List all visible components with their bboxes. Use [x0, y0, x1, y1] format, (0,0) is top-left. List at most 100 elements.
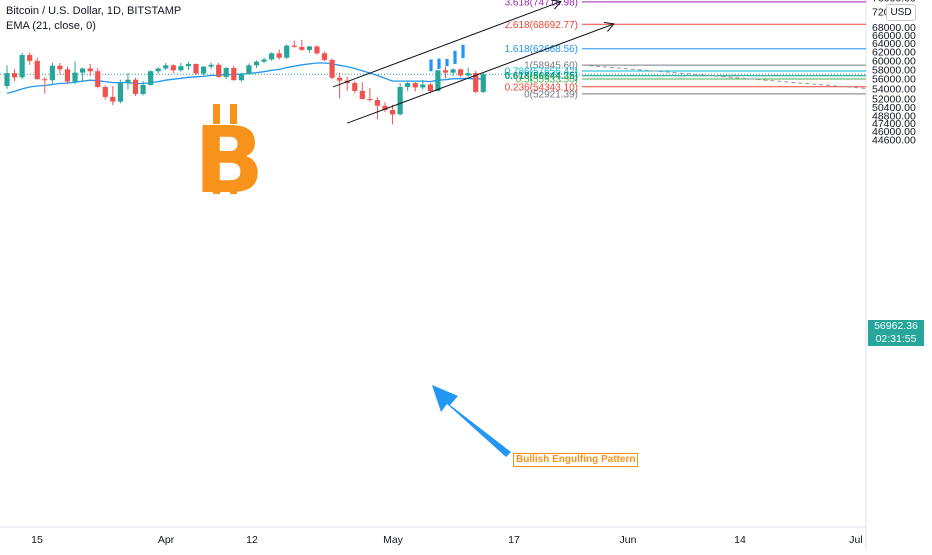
fib-level-label: 1.618(62668.56): [505, 44, 578, 55]
candle-up: [223, 68, 229, 77]
candle-up: [450, 69, 456, 73]
candle-down: [87, 68, 93, 72]
projection-bar: [445, 59, 449, 67]
candle-down: [95, 71, 101, 87]
candle-down: [473, 73, 479, 92]
price-tick-label: 64000.00: [872, 38, 916, 50]
candle-up: [435, 70, 441, 91]
candle-up: [480, 74, 486, 92]
candle-down: [352, 83, 358, 91]
candle-down: [34, 60, 40, 80]
ema-line: [6, 62, 484, 95]
price-tick-label: 62000.00: [872, 47, 916, 59]
fib-connector-line: [549, 68, 573, 94]
price-tick-label: 50400.00: [872, 102, 916, 114]
candle-down: [382, 105, 388, 111]
candle-down: [102, 86, 108, 97]
candle-up: [155, 68, 161, 72]
candle-up: [253, 61, 260, 66]
candle-up: [125, 79, 131, 84]
candle-up: [148, 71, 154, 86]
candle-down: [64, 69, 71, 82]
candle-up: [185, 63, 192, 67]
price-tick-label: 47400.00: [872, 118, 916, 130]
candle-down: [42, 79, 48, 81]
candle-up: [4, 73, 10, 86]
fib-level-label: 1(58945.60): [524, 61, 578, 72]
price-tick-label: 54000.00: [872, 83, 916, 95]
indicator-legend: EMA (21, close, 0): [6, 20, 96, 32]
time-tick-label: May: [383, 534, 404, 546]
symbol-title: Bitcoin / U.S. Dollar, 1D, BITSTAMP: [6, 5, 182, 17]
candle-up: [80, 68, 86, 73]
last-price-value: 56962.36: [874, 320, 918, 332]
fib-level-label: 0.786(57656.42): [505, 66, 578, 77]
candle-up: [397, 86, 403, 115]
time-tick-label: 15: [31, 534, 43, 546]
candle-down: [216, 64, 222, 77]
channel-upper-line: [332, 2, 560, 88]
time-tick-label: 14: [734, 534, 746, 546]
fib-level-label: 0.5(55933.50): [516, 75, 578, 86]
price-tick-label: 44600.00: [872, 134, 916, 146]
candle-down: [412, 83, 418, 88]
price-tick-label: 76000.00: [872, 0, 916, 4]
candle-down: [276, 53, 282, 58]
candle-down: [458, 69, 464, 76]
candle-up: [72, 72, 78, 82]
candle-down: [367, 99, 373, 101]
time-tick-label: Apr: [158, 534, 175, 546]
price-tick-label: 58000.00: [872, 64, 916, 76]
candle-up: [117, 83, 123, 102]
candle-up: [284, 45, 290, 58]
candle-down: [299, 46, 305, 50]
candle-down: [110, 96, 116, 102]
candle-up: [261, 59, 267, 62]
candle-down: [57, 65, 63, 70]
price-tick-label: 56000.00: [872, 74, 916, 86]
bitcoin-logo-stroke-top-left: [213, 104, 220, 124]
candle-up: [208, 64, 214, 67]
last-price-tag: 56962.36 02:31:55: [868, 320, 924, 346]
candle-up: [163, 65, 169, 69]
candle-down: [193, 63, 199, 74]
candle-down: [132, 79, 139, 94]
bar-countdown: 02:31:55: [875, 333, 917, 345]
candle-down: [231, 68, 237, 81]
candle-up: [420, 84, 426, 88]
candle-down: [374, 100, 381, 106]
price-tick-label: 60000.00: [872, 55, 916, 67]
candle-up: [465, 73, 471, 76]
bitcoin-logo-stroke-bottom-right: [230, 180, 237, 194]
fib-level-label: 0.236(54343.10): [505, 82, 578, 93]
price-tick-label: 46000.00: [872, 126, 916, 138]
price-tick-label: 66000.00: [872, 30, 916, 42]
bitcoin-logo-stroke-top-right: [230, 104, 237, 124]
time-tick-label: 12: [246, 534, 258, 546]
bullish-engulfing-label[interactable]: Bullish Engulfing Pattern: [513, 453, 639, 467]
candle-up: [269, 53, 275, 60]
candle-down: [337, 77, 343, 81]
candle-down: [11, 73, 18, 78]
bitcoin-logo-stroke-bottom-left: [213, 180, 220, 194]
candle-up: [405, 83, 411, 87]
candle-down: [389, 110, 396, 115]
price-tick-label: 48800.00: [872, 110, 916, 122]
time-tick-label: Jun: [620, 534, 637, 546]
fib-level-label: 0.618(56644.35): [505, 71, 578, 82]
projection-bar: [437, 58, 441, 69]
candle-down: [442, 70, 449, 73]
candle-up: [49, 65, 55, 81]
currency-button[interactable]: USD: [886, 4, 916, 21]
time-tick-label: Jul: [849, 534, 862, 546]
candle-down: [427, 84, 433, 91]
fib-trend-line: [581, 64, 867, 89]
candle-up: [178, 66, 184, 71]
candle-down: [314, 46, 320, 54]
candle-down: [329, 59, 335, 78]
candle-up: [246, 65, 252, 75]
fib-level-label: 3.618(74716.98): [505, 0, 578, 8]
time-tick-label: 17: [508, 534, 520, 546]
